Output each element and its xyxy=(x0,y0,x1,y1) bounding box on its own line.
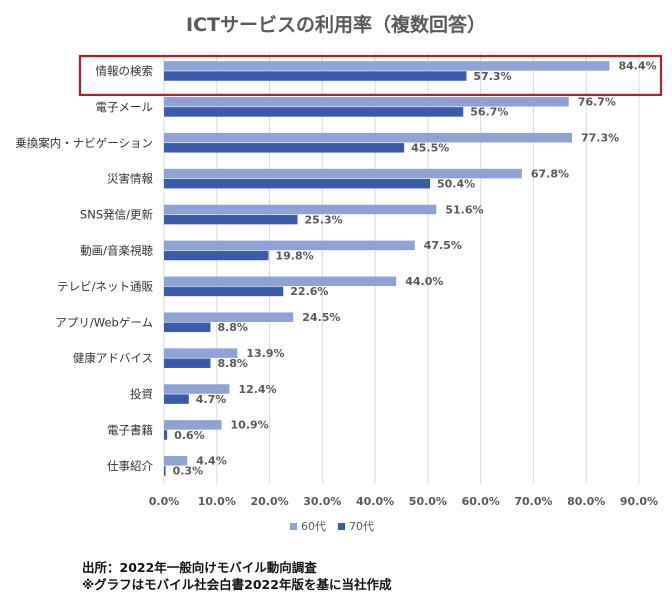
bar-series1 xyxy=(164,420,222,430)
footnote-source: 出所：2022年一般向けモバイル動向調査 xyxy=(82,560,317,575)
data-label: 25.3% xyxy=(305,213,343,226)
bar-series1 xyxy=(164,456,188,466)
bar-series2 xyxy=(164,430,168,440)
category-label: 電子書籍 xyxy=(107,423,153,437)
legend-label: 60代 xyxy=(301,520,326,533)
bar-series1 xyxy=(164,61,610,71)
bar-series2 xyxy=(164,71,467,81)
data-label: 77.3% xyxy=(581,131,619,144)
highlight-rectangle xyxy=(78,54,663,97)
x-axis-ticks: 0.0% 10.0% 20.0% 30.0% 40.0% 50.0% 60.0% 70.0% 8… xyxy=(149,495,658,508)
data-label: 8.8% xyxy=(217,321,248,334)
bar-series1 xyxy=(164,240,415,251)
bar-series2 xyxy=(164,466,166,476)
x-tick-label: 80.0% xyxy=(567,495,605,508)
category-label: 乗換案内・ナビゲーション xyxy=(15,136,153,150)
category-label: 電子メール xyxy=(96,100,154,114)
category-label: 健康アドバイス xyxy=(73,351,153,365)
data-label: 12.4% xyxy=(238,383,276,396)
bar-series1 xyxy=(164,204,437,215)
legend: 60代 70代 xyxy=(290,520,374,533)
category-label: 投資 xyxy=(130,387,153,401)
data-label: 13.9% xyxy=(246,347,284,360)
x-tick-label: 0.0% xyxy=(149,495,180,508)
category-label: SNS発信/更新 xyxy=(80,208,154,222)
data-label: 10.9% xyxy=(231,419,269,432)
bars xyxy=(164,61,610,476)
bar-series2 xyxy=(164,250,269,261)
bar-series2 xyxy=(164,178,430,189)
bar-series2 xyxy=(164,322,211,333)
bar-series1 xyxy=(164,276,397,287)
bar-series2 xyxy=(164,394,189,404)
data-label: 50.4% xyxy=(437,177,475,190)
data-label: 44.0% xyxy=(405,275,443,288)
data-label: 45.5% xyxy=(411,142,449,155)
value-labels: 84.4% 57.3% 76.7% 56.7% 77.3% 45.5% 67.8% 50.4%… xyxy=(173,60,657,478)
category-label: アプリ/Webゲーム xyxy=(55,315,153,329)
x-tick-label: 60.0% xyxy=(462,495,500,508)
x-tick-label: 20.0% xyxy=(250,495,288,508)
chart-title: ICTサービスの利用率（複数回答） xyxy=(186,14,486,36)
data-label: 67.8% xyxy=(531,167,569,180)
bar-series1 xyxy=(164,384,230,394)
data-label: 0.3% xyxy=(173,465,204,478)
grid-lines xyxy=(163,53,640,484)
bar-series1 xyxy=(164,348,238,358)
bar-series2 xyxy=(164,214,298,225)
legend-label: 70代 xyxy=(349,520,374,533)
category-label: 災害情報 xyxy=(107,172,153,186)
category-label: 仕事紹介 xyxy=(107,459,153,473)
x-tick-label: 40.0% xyxy=(356,495,394,508)
data-label: 84.4% xyxy=(618,60,656,73)
data-label: 76.7% xyxy=(578,96,616,109)
x-tick-label: 90.0% xyxy=(620,495,658,508)
data-label: 4.7% xyxy=(196,393,227,406)
data-label: 24.5% xyxy=(302,311,340,324)
data-label: 57.3% xyxy=(473,70,511,83)
legend-swatch xyxy=(338,523,345,530)
data-label: 51.6% xyxy=(445,203,483,216)
category-label: 動画/音楽視聴 xyxy=(80,243,153,257)
data-label: 8.8% xyxy=(217,357,248,370)
bar-series1 xyxy=(164,168,522,179)
x-tick-label: 30.0% xyxy=(303,495,341,508)
x-tick-label: 50.0% xyxy=(409,495,447,508)
data-label: 4.4% xyxy=(196,455,227,468)
data-label: 0.6% xyxy=(174,429,205,442)
bar-series1 xyxy=(164,132,572,143)
category-label: 情報の検索 xyxy=(96,64,154,78)
category-label: テレビ/ネット通販 xyxy=(57,279,153,293)
footnote-note: ※グラフはモバイル社会白書2022年版を基に当社作成 xyxy=(82,577,392,592)
data-label: 22.6% xyxy=(290,285,328,298)
bar-series2 xyxy=(164,107,464,117)
bar-series2 xyxy=(164,358,211,368)
legend-swatch xyxy=(290,523,297,530)
highlight-box xyxy=(78,54,663,97)
data-label: 56.7% xyxy=(470,106,508,119)
data-label: 47.5% xyxy=(424,239,462,252)
data-label: 19.8% xyxy=(276,249,314,262)
bar-series2 xyxy=(164,143,405,153)
bar-series2 xyxy=(164,286,284,297)
bar-series1 xyxy=(164,97,569,107)
x-tick-label: 10.0% xyxy=(198,495,236,508)
bar-series1 xyxy=(164,312,294,322)
x-tick-label: 70.0% xyxy=(514,495,552,508)
